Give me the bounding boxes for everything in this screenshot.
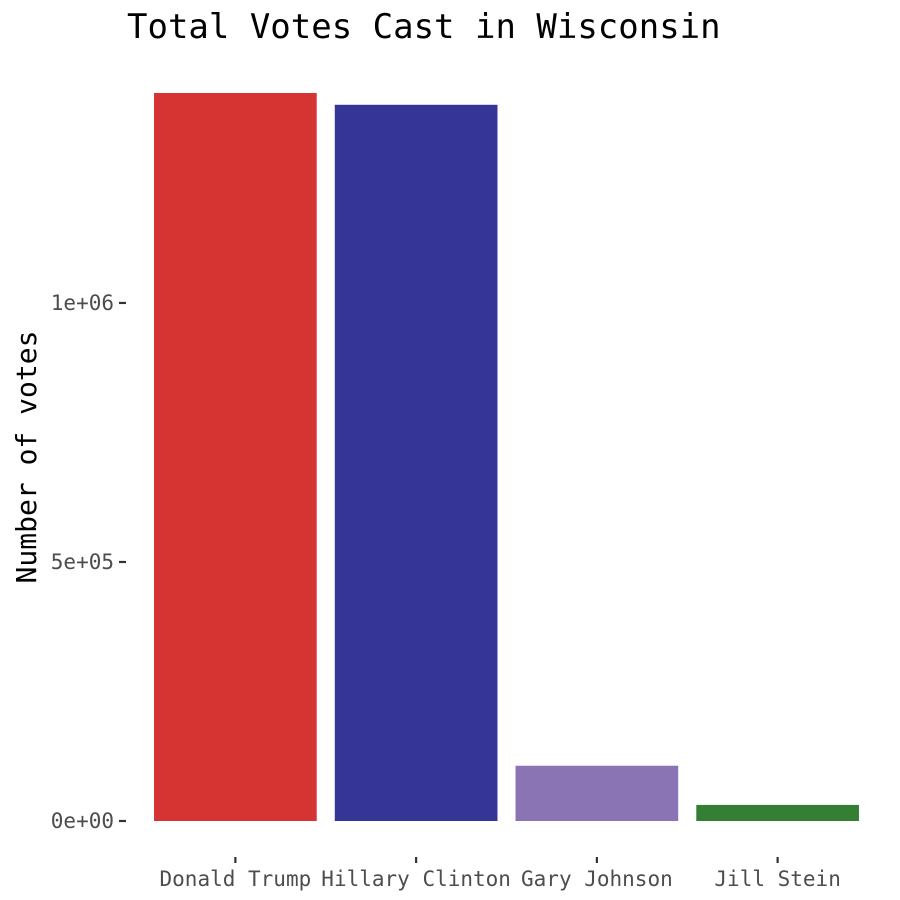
y-tick-label: 0e+00 [51,809,114,833]
chart-title: Total Votes Cast in Wisconsin [127,7,721,47]
bar-jill-stein [696,804,859,821]
y-tick-label: 5e+05 [51,550,114,574]
bar-gary-johnson [515,765,679,821]
bars-group [154,93,859,821]
y-axis: 0e+00 5e+05 1e+06 [51,291,126,833]
x-tick-label: Jill Stein [714,867,840,891]
x-tick-label: Donald Trump [160,867,312,891]
x-tick-label: Hillary Clinton [321,867,511,891]
x-axis: Donald Trump Hillary Clinton Gary Johnson J… [160,857,841,891]
bar-hillary-clinton [334,104,498,821]
bar-donald-trump [154,93,317,821]
y-tick-label: 1e+06 [51,291,114,315]
x-tick-label: Gary Johnson [521,867,673,891]
y-axis-title: Number of votes [10,331,43,584]
